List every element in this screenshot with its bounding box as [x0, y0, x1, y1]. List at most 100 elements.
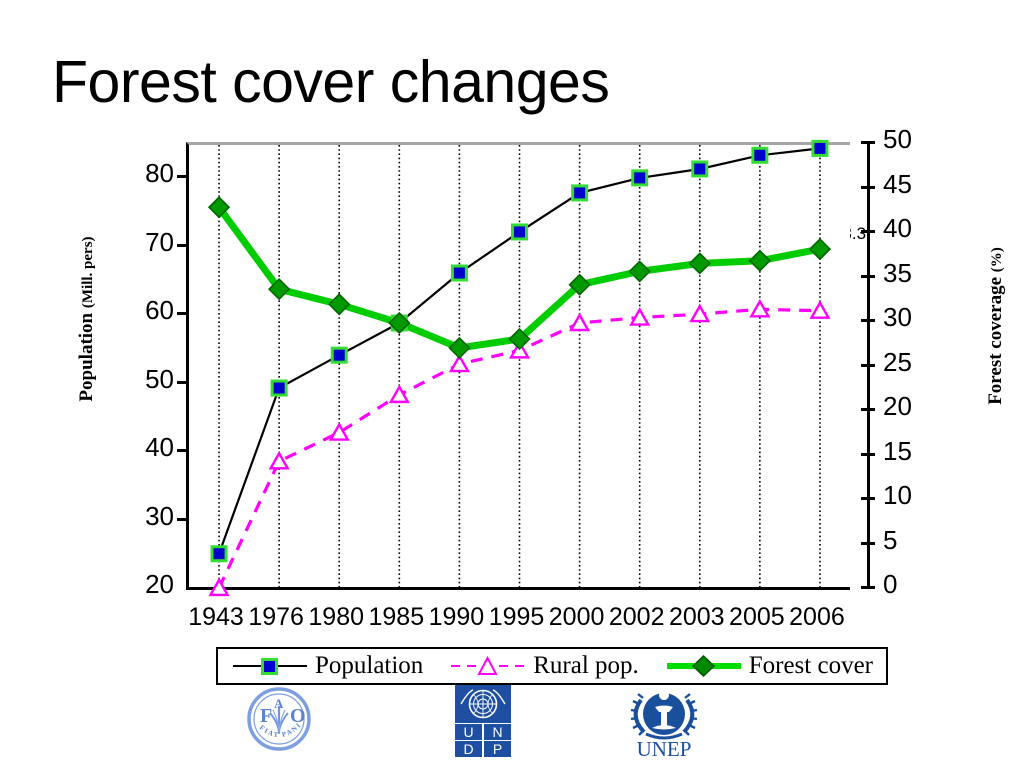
datapoint-population-2002[interactable]	[631, 169, 649, 187]
datapoint-rural-pop-2005[interactable]	[749, 298, 771, 318]
left-axis-title: Population (Mill. pers)	[76, 169, 98, 469]
datapoint-population-2005[interactable]	[751, 146, 769, 164]
datapoint-rural-pop-2002[interactable]	[629, 307, 651, 326]
legend-label-forest-cover: Forest cover	[748, 652, 874, 679]
svg-text:P: P	[493, 741, 502, 757]
x-tick-1943: 1943	[188, 603, 244, 631]
page-title: Forest cover changes	[52, 49, 610, 115]
right-tick-40: 40	[883, 213, 912, 243]
right-axis-title-main: Forest coverage	[985, 276, 1006, 405]
left-tick-40: 40	[145, 432, 174, 463]
rural-pop-legend-key	[449, 655, 527, 677]
right-tickmark-20	[861, 408, 875, 411]
left-tick-80: 80	[145, 158, 174, 189]
right-tick-20: 20	[883, 391, 912, 421]
datapoint-forest-cover-2006[interactable]	[808, 237, 832, 261]
svg-text:F: F	[260, 705, 272, 727]
x-tick-2006: 2006	[789, 603, 845, 631]
svg-text:O: O	[290, 705, 306, 727]
left-axis-title-main: Population	[76, 312, 97, 402]
right-tick-10: 10	[883, 480, 912, 510]
datapoint-forest-cover-2005[interactable]	[748, 249, 771, 272]
svg-text:A: A	[274, 696, 284, 711]
right-tick-0: 0	[883, 569, 898, 599]
legend-item-forest-cover[interactable]: Forest cover	[665, 652, 873, 680]
datapoint-forest-cover-2002[interactable]	[628, 260, 651, 283]
right-tick-50: 50	[883, 124, 912, 154]
right-tick-45: 45	[883, 168, 912, 199]
left-tickmark-30	[177, 517, 187, 521]
right-tickmark-45	[861, 185, 875, 189]
legend-item-rural-pop[interactable]: Rural pop.	[449, 652, 639, 680]
datapoint-forest-cover-1976[interactable]	[268, 278, 291, 301]
legend-label-rural-pop: Rural pop.	[533, 652, 639, 679]
left-tickmark-40	[177, 449, 187, 453]
datapoint-rural-pop-2006[interactable]	[809, 300, 831, 319]
datapoint-forest-cover-1980[interactable]	[328, 293, 351, 316]
datapoint-rural-pop-1943[interactable]	[208, 577, 230, 597]
legend-item-population[interactable]: Population	[231, 652, 423, 680]
svg-text:U: U	[463, 724, 473, 740]
undp-logo: U N D P	[455, 685, 511, 762]
datapoint-population-1980[interactable]	[330, 346, 348, 364]
x-tick-1995: 1995	[488, 603, 545, 631]
datapoint-rural-pop-2003[interactable]	[689, 303, 711, 323]
x-tick-2002: 2002	[608, 603, 665, 631]
right-tickmark-50	[861, 141, 875, 144]
right-tick-15: 15	[883, 435, 912, 466]
left-tickmark-80	[177, 175, 187, 179]
datapoint-forest-cover-1990[interactable]	[448, 336, 471, 360]
datapoint-population-1995[interactable]	[511, 223, 528, 241]
svg-text:N: N	[492, 724, 502, 740]
datapoint-forest-cover-1985[interactable]	[388, 311, 411, 335]
right-tick-35: 35	[883, 257, 912, 288]
right-tickmark-5	[861, 541, 875, 545]
datapoint-population-1990[interactable]	[450, 264, 468, 282]
left-tick-30: 30	[145, 500, 174, 531]
logo-row: F O A FIAT PANIS	[0, 680, 1024, 768]
right-tickmark-30	[861, 319, 875, 322]
datapoint-rural-pop-1980[interactable]	[328, 422, 350, 441]
datapoint-population-1943[interactable]	[210, 545, 228, 563]
right-axis-title-unit: (%)	[989, 247, 1005, 273]
x-tick-2003: 2003	[668, 603, 725, 631]
x-tick-2000: 2000	[548, 603, 605, 631]
right-tick-5: 5	[883, 524, 898, 555]
unep-logo-text: UNEP	[637, 737, 692, 760]
datapoint-forest-cover-1995[interactable]	[508, 327, 531, 351]
right-tickmark-10	[861, 497, 875, 500]
datapoint-rural-pop-2000[interactable]	[569, 312, 591, 332]
datapoint-rural-pop-1976[interactable]	[268, 450, 290, 470]
fao-logo: F O A FIAT PANIS	[243, 680, 312, 757]
right-tickmark-15	[861, 452, 875, 456]
left-tick-50: 50	[145, 363, 174, 394]
left-axis-title-unit: (Mill. pers)	[80, 236, 96, 309]
datapoint-rural-pop-1990[interactable]	[448, 353, 470, 373]
datapoint-population-2006[interactable]	[811, 139, 829, 157]
datapoint-population-2000[interactable]	[571, 184, 589, 202]
datapoint-population-1976[interactable]	[270, 379, 288, 397]
right-tickmark-35	[861, 274, 875, 278]
chart-svg	[207, 139, 832, 597]
population-legend-key	[231, 655, 309, 677]
forest-cover-legend-key	[665, 655, 743, 677]
left-tick-60: 60	[145, 295, 174, 326]
chart-legend: Population Rural pop.	[216, 647, 888, 685]
datapoint-forest-cover-2000[interactable]	[568, 273, 591, 296]
left-tickmark-50	[177, 380, 187, 384]
right-tickmark-0	[861, 586, 875, 589]
left-tick-20: 20	[145, 569, 174, 599]
datapoint-forest-cover-1943[interactable]	[207, 196, 231, 219]
right-tick-25: 25	[883, 346, 912, 377]
datapoint-forest-cover-2003[interactable]	[688, 252, 711, 275]
datapoint-rural-pop-1985[interactable]	[388, 384, 410, 404]
x-tick-1985: 1985	[368, 603, 425, 631]
x-tick-2005: 2005	[729, 603, 785, 631]
legend-label-population: Population	[314, 652, 424, 679]
left-tickmark-60	[177, 312, 187, 316]
left-tick-70: 70	[145, 226, 174, 257]
datapoint-population-2003[interactable]	[691, 160, 709, 178]
left-tickmark-70	[177, 243, 187, 247]
right-tickmark-25	[861, 363, 875, 367]
